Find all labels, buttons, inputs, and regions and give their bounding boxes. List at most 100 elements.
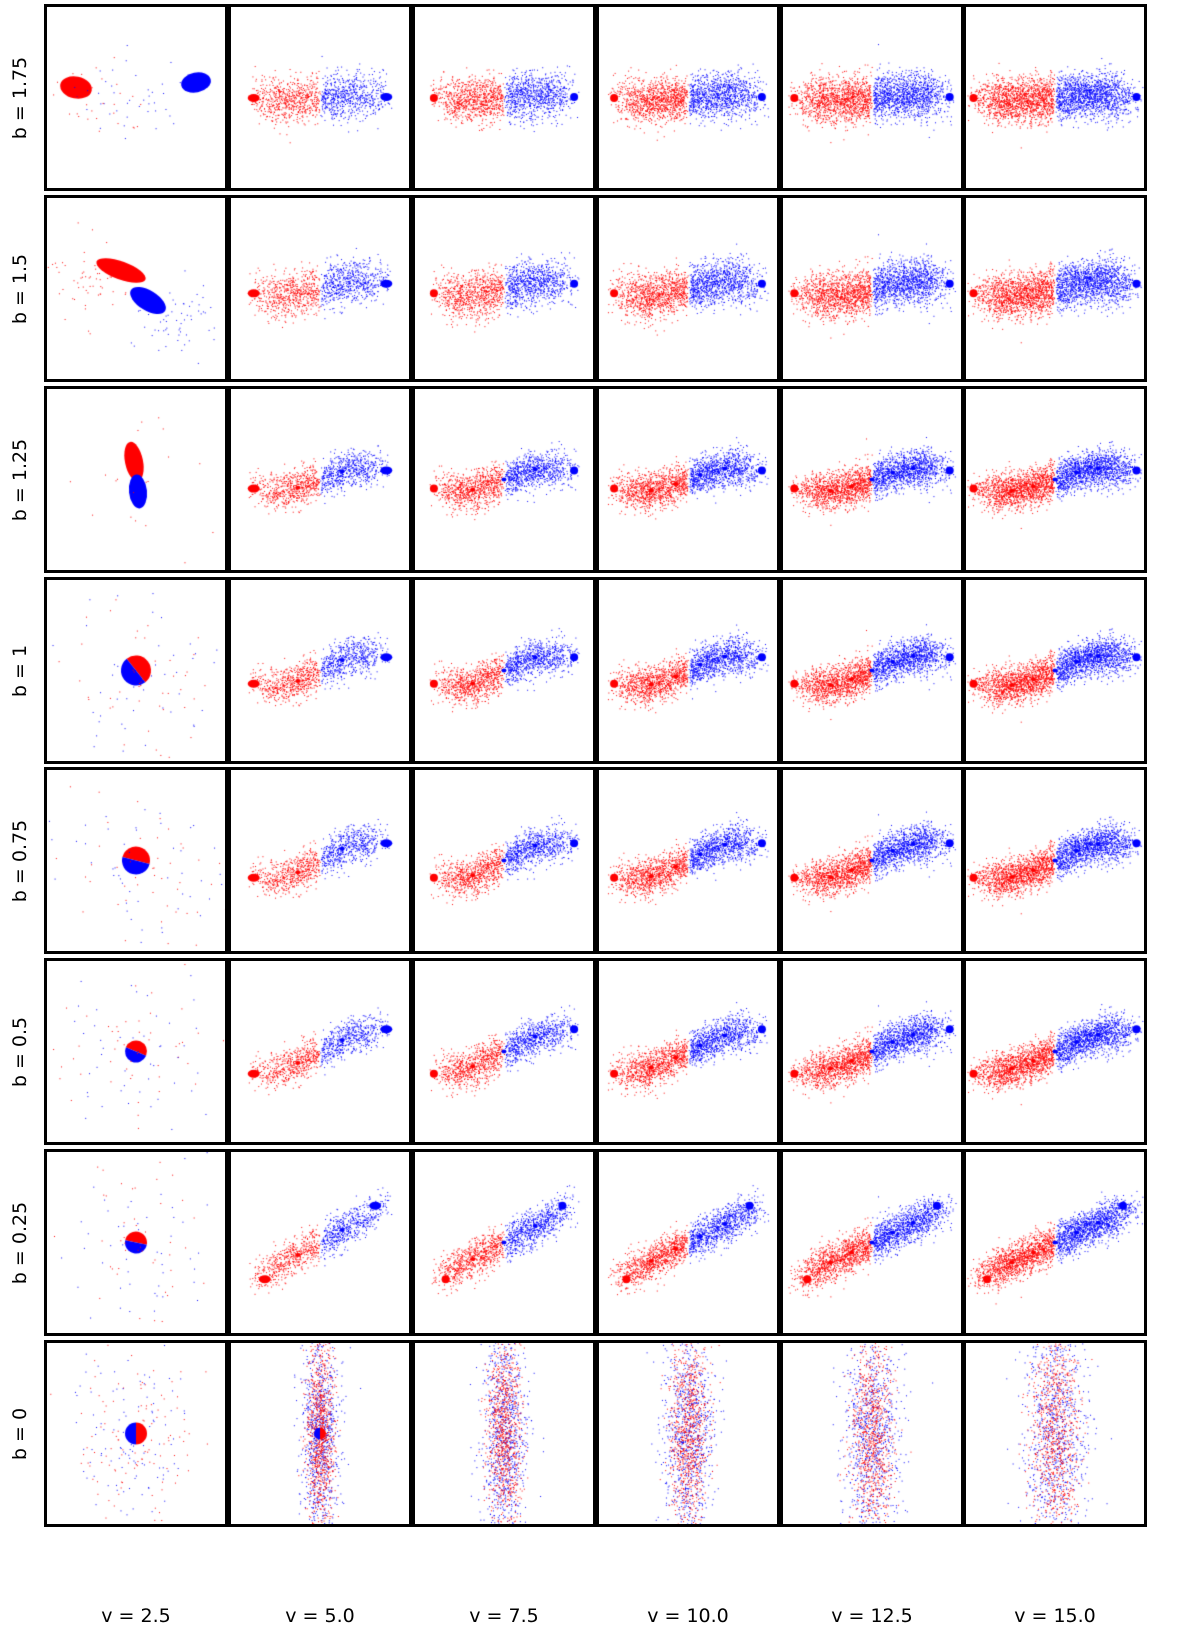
- particle-scatter: [231, 389, 409, 570]
- row-label: b = 1: [9, 644, 31, 697]
- particle-scatter: [231, 580, 409, 761]
- particle-scatter: [783, 580, 961, 761]
- particle-scatter: [231, 1152, 409, 1333]
- particle-scatter: [966, 1343, 1144, 1524]
- particle-scatter: [47, 1343, 225, 1524]
- row-label: b = 1.75: [9, 56, 31, 139]
- particle-scatter: [783, 1343, 961, 1524]
- simulation-panel: [44, 4, 228, 191]
- particle-scatter: [231, 770, 409, 951]
- particle-scatter: [231, 198, 409, 379]
- simulation-panel: [228, 386, 412, 573]
- particle-scatter: [415, 961, 593, 1142]
- particle-scatter: [783, 198, 961, 379]
- column-label: v = 10.0: [647, 1605, 729, 1627]
- particle-scatter: [966, 961, 1144, 1142]
- particle-scatter: [231, 7, 409, 188]
- particle-scatter: [783, 770, 961, 951]
- particle-scatter: [966, 580, 1144, 761]
- simulation-panel: [596, 1149, 780, 1336]
- simulation-panel: [780, 1340, 964, 1527]
- simulation-panel: [44, 767, 228, 954]
- row-label: b = 1.5: [9, 253, 31, 324]
- particle-scatter: [47, 7, 225, 188]
- particle-scatter: [47, 389, 225, 570]
- row-label: b = 0: [9, 1407, 31, 1460]
- particle-scatter: [783, 1152, 961, 1333]
- particle-scatter: [966, 7, 1144, 188]
- simulation-panel: [780, 767, 964, 954]
- column-label: v = 7.5: [469, 1605, 539, 1627]
- simulation-panel: [412, 577, 596, 764]
- particle-scatter: [599, 580, 777, 761]
- particle-scatter: [47, 770, 225, 951]
- column-label: v = 5.0: [285, 1605, 355, 1627]
- particle-scatter: [599, 198, 777, 379]
- simulation-panel: [412, 958, 596, 1145]
- simulation-panel: [963, 1340, 1147, 1527]
- simulation-panel: [44, 958, 228, 1145]
- row-label: b = 0.75: [9, 819, 31, 902]
- particle-scatter: [966, 1152, 1144, 1333]
- row-label: b = 0.25: [9, 1201, 31, 1284]
- particle-scatter: [415, 1152, 593, 1333]
- simulation-panel: [412, 767, 596, 954]
- particle-scatter: [599, 7, 777, 188]
- simulation-panel: [412, 1149, 596, 1336]
- particle-scatter: [231, 961, 409, 1142]
- particle-scatter: [599, 389, 777, 570]
- simulation-panel: [44, 1149, 228, 1336]
- simulation-panel: [44, 195, 228, 382]
- simulation-panel: [44, 386, 228, 573]
- simulation-panel: [228, 195, 412, 382]
- particle-scatter: [47, 1152, 225, 1333]
- particle-scatter: [47, 580, 225, 761]
- particle-scatter: [966, 198, 1144, 379]
- particle-scatter: [415, 198, 593, 379]
- simulation-panel: [412, 4, 596, 191]
- simulation-panel: [228, 577, 412, 764]
- simulation-panel: [596, 195, 780, 382]
- simulation-panel: [596, 958, 780, 1145]
- simulation-panel: [963, 386, 1147, 573]
- row-label: b = 1.25: [9, 438, 31, 521]
- column-label: v = 12.5: [831, 1605, 913, 1627]
- simulation-panel: [963, 4, 1147, 191]
- particle-scatter: [783, 7, 961, 188]
- simulation-panel: [963, 1149, 1147, 1336]
- particle-scatter: [783, 961, 961, 1142]
- row-label: b = 0.5: [9, 1016, 31, 1087]
- simulation-panel: [780, 958, 964, 1145]
- simulation-panel: [228, 4, 412, 191]
- simulation-panel: [596, 386, 780, 573]
- particle-scatter: [415, 389, 593, 570]
- simulation-panel: [780, 577, 964, 764]
- particle-scatter: [599, 1343, 777, 1524]
- simulation-panel: [44, 577, 228, 764]
- particle-scatter: [599, 961, 777, 1142]
- simulation-panel: [412, 1340, 596, 1527]
- simulation-panel: [596, 767, 780, 954]
- simulation-panel: [596, 577, 780, 764]
- simulation-panel: [780, 195, 964, 382]
- simulation-panel: [963, 577, 1147, 764]
- simulation-panel: [780, 1149, 964, 1336]
- simulation-panel: [780, 4, 964, 191]
- simulation-panel: [44, 1340, 228, 1527]
- simulation-panel: [412, 386, 596, 573]
- simulation-panel: [412, 195, 596, 382]
- simulation-panel: [780, 386, 964, 573]
- simulation-panel: [228, 958, 412, 1145]
- simulation-panel: [596, 1340, 780, 1527]
- particle-scatter: [599, 1152, 777, 1333]
- particle-scatter: [231, 1343, 409, 1524]
- particle-scatter: [966, 770, 1144, 951]
- particle-scatter: [783, 389, 961, 570]
- particle-scatter: [47, 198, 225, 379]
- simulation-panel: [963, 195, 1147, 382]
- column-label: v = 15.0: [1014, 1605, 1096, 1627]
- simulation-panel: [228, 1340, 412, 1527]
- column-label: v = 2.5: [101, 1605, 171, 1627]
- simulation-panel: [596, 4, 780, 191]
